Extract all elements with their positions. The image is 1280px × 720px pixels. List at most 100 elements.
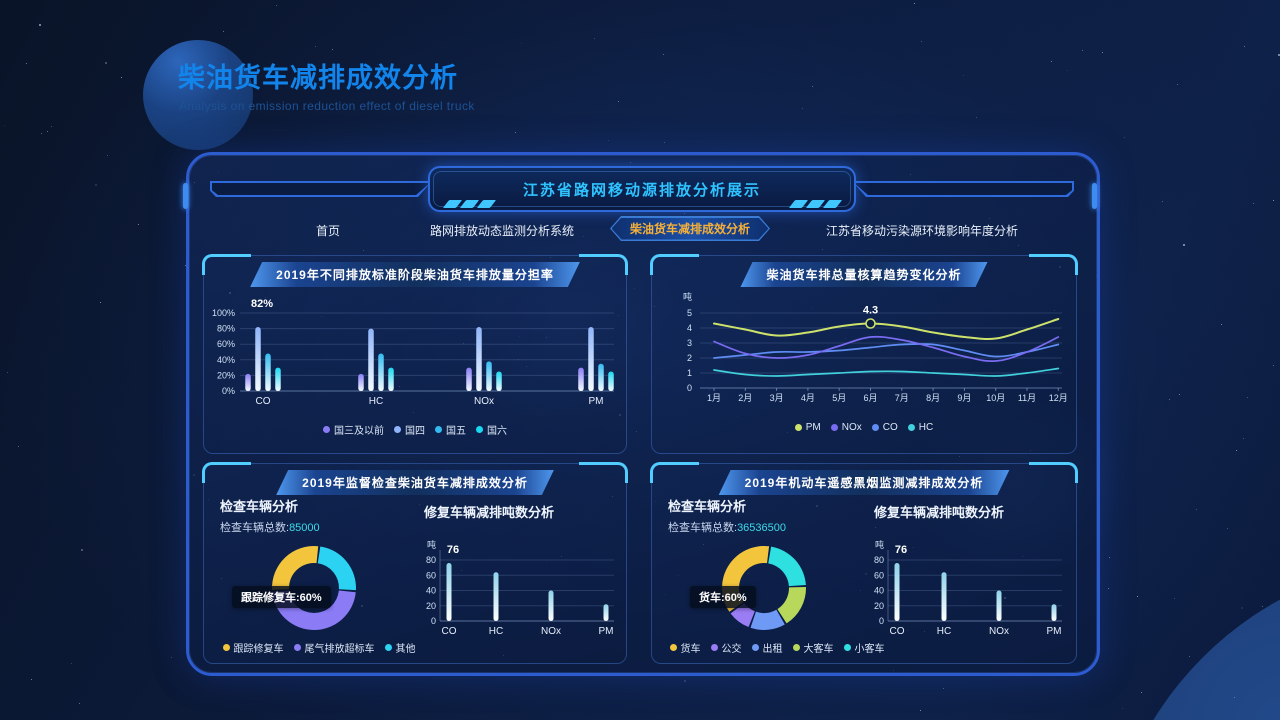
bar-NOx[interactable]	[548, 590, 554, 622]
header-decor-left	[210, 181, 432, 197]
corner-accent-icon	[650, 462, 699, 483]
legend-label: 国三及以前	[334, 426, 384, 437]
supervision-donut-chart[interactable]	[234, 536, 394, 648]
legend-item-出租[interactable]: 出租	[751, 640, 783, 655]
x-tick: 1月	[707, 393, 721, 403]
legend-item-大客车[interactable]: 大客车	[792, 640, 834, 655]
legend-item-CO[interactable]: CO	[871, 422, 898, 433]
inspected-vehicles-title: 检查车辆分析	[668, 499, 747, 514]
bar-PM-国四[interactable]	[588, 327, 594, 391]
legend-item-国五[interactable]: 国五	[435, 422, 466, 437]
bar-PM-国六[interactable]	[608, 371, 614, 392]
donut-segment-跟踪修复车[interactable]	[272, 546, 319, 590]
bar-PM[interactable]	[603, 604, 609, 621]
x-tick: 11月	[1018, 393, 1036, 403]
legend-item-跟踪修复车[interactable]: 跟踪修复车	[222, 640, 284, 655]
page-title-block: 柴油货车减排成效分析 Analysis on emission reductio…	[178, 56, 475, 113]
remote-bar-chart[interactable]: 0 20 40 60 80 吨 CO HC NOx PM 76	[868, 536, 1068, 654]
inspected-total-value: 85000	[289, 522, 320, 534]
nav-tab-1[interactable]: 路网排放动态监测分析系统	[430, 224, 575, 238]
y-tick: 1	[687, 368, 692, 378]
donut-segment-公交[interactable]	[730, 603, 755, 628]
bar-HC-国五[interactable]	[378, 353, 384, 391]
legend-item-PM[interactable]: PM	[794, 422, 821, 433]
bar-NOx-国三及以前[interactable]	[466, 367, 472, 391]
y-tick: 60	[874, 570, 884, 580]
corner-accent-icon	[202, 254, 251, 275]
donut-segment-尾气排放超标车[interactable]	[272, 590, 356, 630]
y-tick: 40%	[217, 355, 235, 365]
legend-label: 尾气排放超标车	[304, 644, 375, 655]
line-series-CO[interactable]	[713, 343, 1060, 359]
legend-item-国三及以前[interactable]: 国三及以前	[323, 422, 384, 437]
supervision-bar-chart[interactable]: 0 20 40 60 80 吨 CO HC NOx PM 76	[418, 536, 618, 654]
bar-HC-国六[interactable]	[388, 367, 394, 391]
x-tick: HC	[937, 626, 951, 637]
supervision-donut-tooltip: 跟踪修复车:60%	[232, 586, 331, 608]
legend-dot-icon	[323, 426, 330, 433]
line-series-NOx[interactable]	[713, 335, 1060, 362]
x-tick: 9月	[957, 393, 971, 403]
trend-line-chart[interactable]: 0 1 2 3 4 5 吨 1月 2月 3月 4月 5月 6月 7月 8月 9月 10月 11月 12月 4.3	[654, 286, 1074, 441]
banner-title: 江苏省路网移动源排放分析展示	[522, 181, 761, 199]
donut-segment-大客车[interactable]	[777, 587, 806, 624]
annotation-marker[interactable]	[865, 318, 876, 329]
bar-HC-国三及以前[interactable]	[358, 373, 364, 391]
y-axis-unit: 吨	[875, 539, 884, 550]
legend-label: 公交	[721, 644, 742, 655]
legend-item-小客车[interactable]: 小客车	[843, 640, 885, 655]
bar-CO-国五[interactable]	[265, 353, 271, 391]
panel-edge-accent-right	[1092, 183, 1097, 209]
legend-item-其他[interactable]: 其他	[384, 640, 416, 655]
emission-share-bar-chart[interactable]: 0% 20% 40% 60% 80% 100% CO HC NOx PM 82%	[206, 294, 622, 446]
bar-CO-国三及以前[interactable]	[245, 373, 251, 391]
legend-dot-icon	[394, 426, 401, 433]
x-tick: CO	[442, 626, 457, 637]
line-series-HC[interactable]	[713, 367, 1060, 377]
legend-item-尾气排放超标车[interactable]: 尾气排放超标车	[293, 640, 375, 655]
bar-HC[interactable]	[493, 572, 499, 621]
bar-HC[interactable]	[941, 572, 947, 621]
donut-segment-小客车[interactable]	[768, 546, 806, 587]
legend-trend: PM NOx CO HC	[652, 422, 1076, 433]
y-tick: 80%	[217, 324, 235, 334]
nav-tab-active[interactable]: 柴油货车减排成效分析	[610, 216, 770, 241]
bar-CO-国六[interactable]	[275, 367, 281, 391]
legend-label: 货车	[680, 644, 701, 655]
legend-item-公交[interactable]: 公交	[710, 640, 742, 655]
legend-label: 其他	[395, 644, 416, 655]
legend-item-HC[interactable]: HC	[907, 422, 933, 433]
decor-circle-bottom-right	[1103, 558, 1280, 720]
x-tick: 7月	[895, 393, 909, 403]
bar-NOx-国五[interactable]	[486, 361, 492, 391]
y-axis-unit: 吨	[683, 291, 692, 302]
bar-PM-国三及以前[interactable]	[578, 367, 584, 391]
corner-accent-icon	[579, 254, 628, 275]
legend-dot-icon	[222, 644, 230, 651]
bar-HC-国四[interactable]	[368, 328, 374, 391]
bar-CO-国四[interactable]	[255, 327, 261, 391]
page-title: 柴油货车减排成效分析	[178, 63, 458, 93]
page-subtitle: Analysis on emission reduction effect of…	[179, 99, 475, 113]
nav-tab-0[interactable]: 首页	[316, 224, 341, 238]
bar-NOx-国六[interactable]	[496, 371, 502, 392]
y-tick: 0	[431, 616, 436, 626]
banner-stripes-left	[442, 200, 497, 208]
legend-item-货车[interactable]: 货车	[669, 640, 701, 655]
donut-segment-其他[interactable]	[317, 546, 356, 591]
legend-item-NOx[interactable]: NOx	[830, 422, 862, 433]
bar-PM[interactable]	[1051, 604, 1057, 621]
line-series-PM[interactable]	[713, 318, 1060, 340]
bar-NOx[interactable]	[996, 590, 1002, 622]
panel-trend: 柴油货车排总量核算趋势变化分析 0 1 2 3 4 5 吨 1月 2月 3月 4月 5月 6月 7月 8月 9…	[650, 254, 1078, 454]
donut-segment-出租[interactable]	[750, 609, 785, 630]
bar-PM-国五[interactable]	[598, 363, 604, 391]
bar-NOx-国四[interactable]	[476, 327, 482, 391]
nav-tab-3[interactable]: 江苏省移动污染源环境影响年度分析	[826, 224, 1019, 238]
bar-CO[interactable]	[446, 563, 452, 621]
bar-CO[interactable]	[894, 563, 900, 621]
legend-item-国四[interactable]: 国四	[394, 422, 425, 437]
annotation-label: 4.3	[863, 305, 878, 317]
x-tick: 3月	[770, 393, 784, 403]
legend-item-国六[interactable]: 国六	[476, 422, 507, 437]
